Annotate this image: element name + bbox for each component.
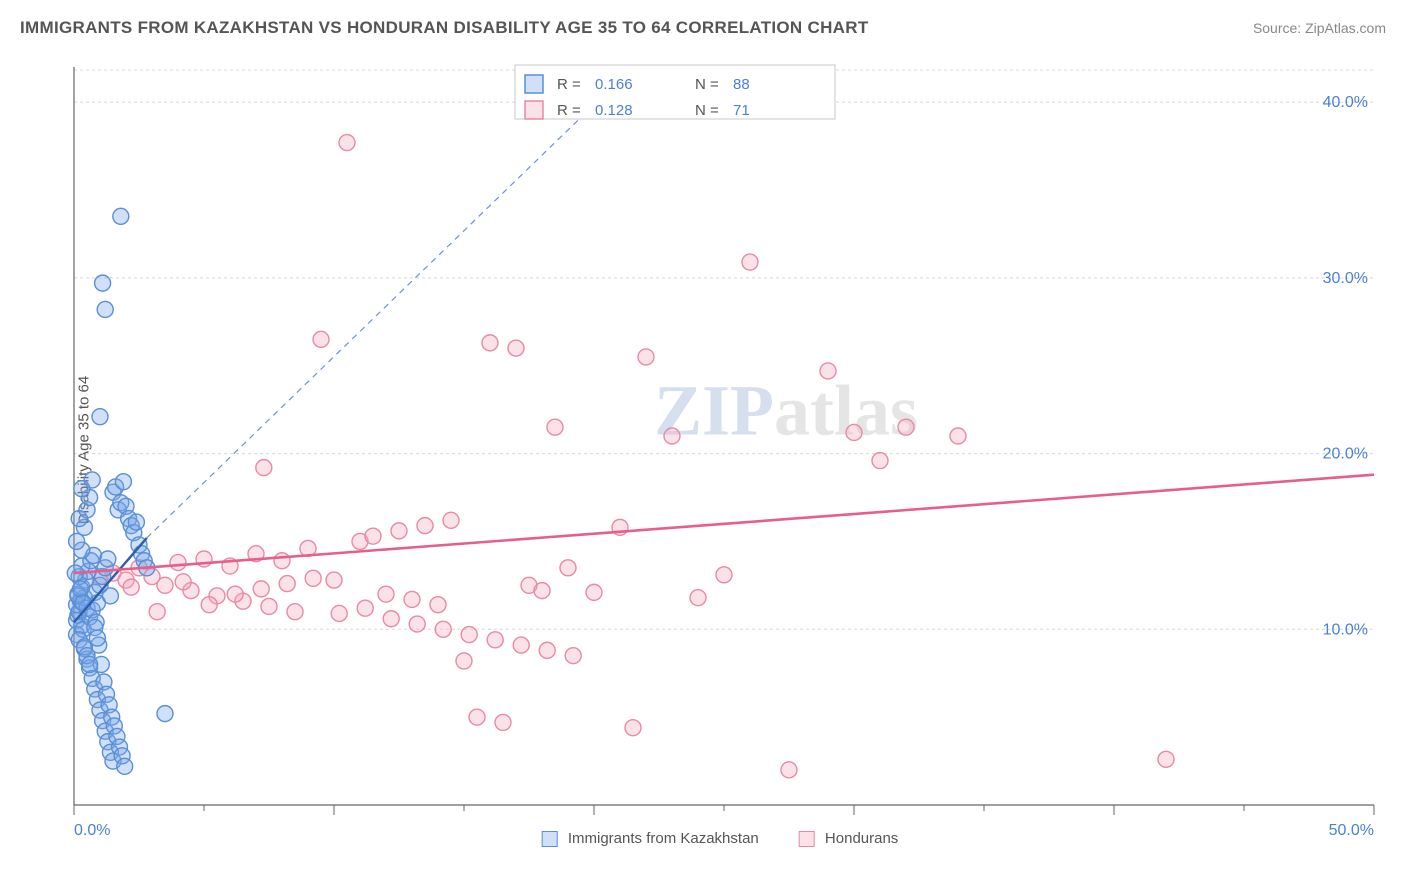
svg-text:R =: R = xyxy=(557,102,581,119)
svg-text:R =: R = xyxy=(557,76,581,93)
legend-swatch-icon xyxy=(542,831,558,847)
svg-text:0.128: 0.128 xyxy=(595,102,633,119)
legend-swatch-icon xyxy=(799,831,815,847)
legend-item-hondurans: Hondurans xyxy=(799,830,899,847)
svg-text:71: 71 xyxy=(733,102,750,119)
svg-text:0.166: 0.166 xyxy=(595,76,633,93)
legend-label: Hondurans xyxy=(825,830,898,847)
svg-text:0.0%: 0.0% xyxy=(74,822,110,839)
svg-text:20.0%: 20.0% xyxy=(1323,446,1368,463)
legend-item-kazakhstan: Immigrants from Kazakhstan xyxy=(542,830,759,847)
svg-text:40.0%: 40.0% xyxy=(1323,94,1368,111)
svg-text:N =: N = xyxy=(695,76,719,93)
svg-text:N =: N = xyxy=(695,102,719,119)
chart-title: IMMIGRANTS FROM KAZAKHSTAN VS HONDURAN D… xyxy=(20,18,869,38)
source-attribution: Source: ZipAtlas.com xyxy=(1253,20,1386,36)
legend-label: Immigrants from Kazakhstan xyxy=(568,830,759,847)
svg-text:30.0%: 30.0% xyxy=(1323,270,1368,287)
plot-area: ZIPatlas 10.0%20.0%30.0%40.0%0.0%50.0%R … xyxy=(60,55,1380,845)
scatter-chart: 10.0% 20.0% 30.0% 40.0% 0.0% 50.0% R = 0.166 N =… xyxy=(60,55,1380,845)
svg-text:88: 88 xyxy=(733,76,750,93)
svg-text:50.0%: 50.0% xyxy=(1329,822,1374,839)
header: IMMIGRANTS FROM KAZAKHSTAN VS HONDURAN D… xyxy=(20,18,1386,38)
bottom-legend: Immigrants from Kazakhstan Hondurans xyxy=(542,830,899,847)
chart-container: Disability Age 35 to 64 ZIPatlas 10.0%20… xyxy=(20,55,1390,845)
source-value: ZipAtlas.com xyxy=(1305,20,1386,36)
svg-text:10.0%: 10.0% xyxy=(1323,621,1368,638)
source-label: Source: xyxy=(1253,20,1301,36)
